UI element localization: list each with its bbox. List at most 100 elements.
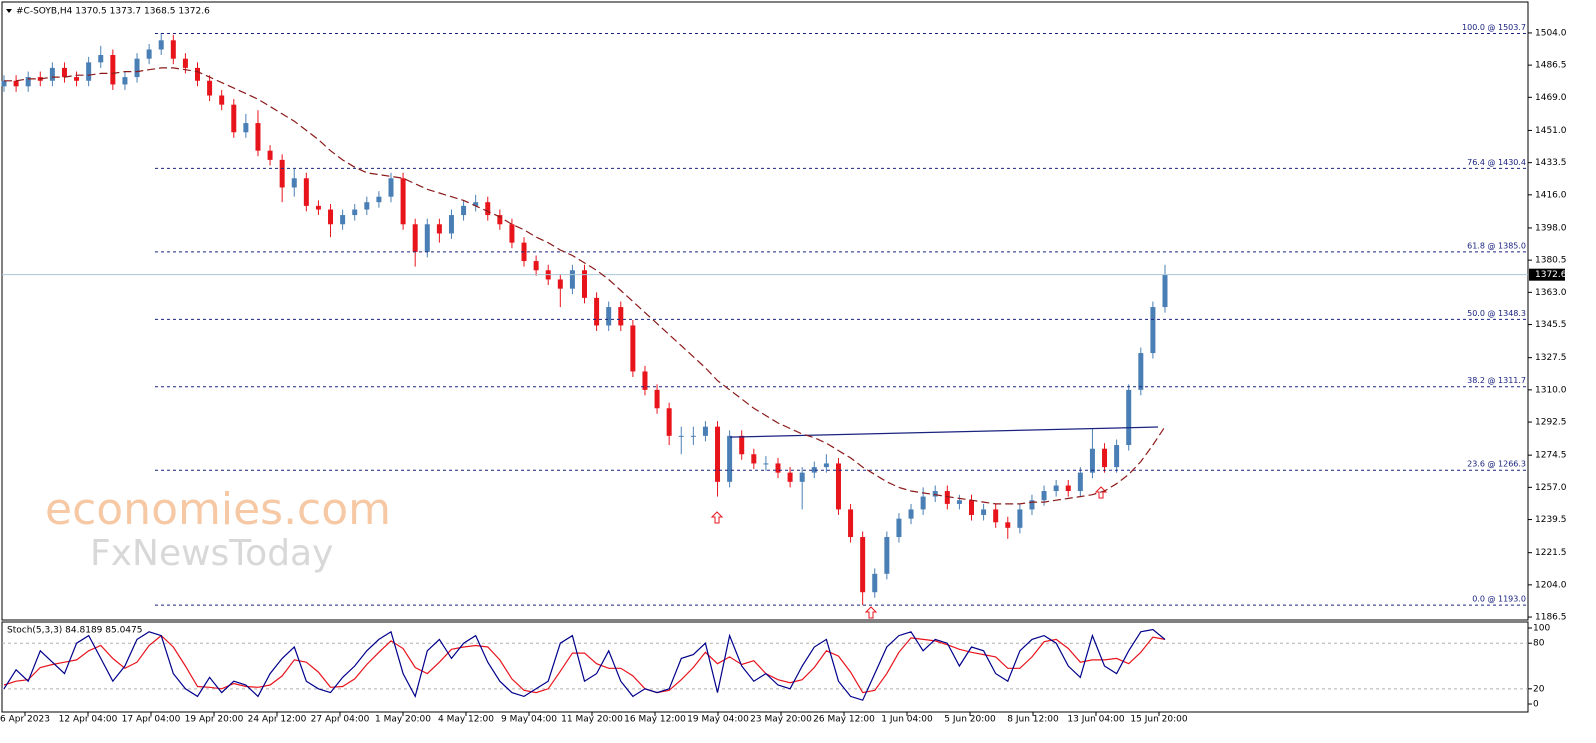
y-tick-label: 0 bbox=[1533, 700, 1539, 710]
candle-body bbox=[448, 215, 454, 234]
candle-body bbox=[908, 509, 914, 519]
watermark: economies.com bbox=[45, 484, 391, 535]
last-price-box bbox=[1529, 268, 1565, 281]
candle-body bbox=[1077, 472, 1083, 492]
candle-body bbox=[340, 215, 346, 225]
x-tick-label: 1 Jun 04:00 bbox=[881, 715, 933, 725]
candle-body bbox=[521, 242, 527, 262]
y-tick-label: 1504.0 bbox=[1535, 28, 1567, 38]
candle-body bbox=[1041, 491, 1047, 501]
candle-body bbox=[98, 55, 104, 63]
signal-arrow bbox=[710, 511, 724, 524]
candle-body bbox=[267, 150, 273, 160]
signal-arrow bbox=[864, 606, 878, 619]
candle-body bbox=[1, 80, 7, 87]
x-tick-label: 11 May 20:00 bbox=[561, 715, 623, 725]
y-tick-label: 1416.0 bbox=[1535, 190, 1567, 200]
candle-body bbox=[328, 209, 334, 225]
last-price-label: 1372.6 bbox=[1535, 270, 1567, 280]
candle-body bbox=[352, 209, 358, 216]
candle-body bbox=[823, 463, 829, 468]
candle-body bbox=[606, 307, 612, 326]
candle-body bbox=[956, 500, 962, 504]
y-tick-label: 1433.5 bbox=[1535, 158, 1567, 168]
fib-label: 100.0 @ 1503.7 bbox=[1462, 23, 1526, 32]
x-tick-label: 17 Apr 04:00 bbox=[122, 715, 181, 725]
candle-body bbox=[170, 40, 176, 59]
x-tick-label: 23 May 20:00 bbox=[750, 715, 812, 725]
y-tick-label: 1398.0 bbox=[1535, 223, 1567, 233]
candle-body bbox=[473, 202, 479, 206]
y-tick-label: 1469.0 bbox=[1535, 93, 1567, 103]
candle-body bbox=[702, 426, 708, 436]
stoch-panel-frame bbox=[1, 621, 1529, 713]
fib-label: 61.8 @ 1385.0 bbox=[1467, 241, 1526, 250]
candle-body bbox=[279, 159, 285, 188]
candle-body bbox=[134, 58, 140, 78]
candle-body bbox=[799, 472, 805, 482]
candle-body bbox=[1065, 485, 1071, 492]
stoch-line bbox=[3, 634, 1166, 694]
candle-body bbox=[25, 77, 31, 87]
candle-body bbox=[231, 104, 237, 133]
candle-body bbox=[364, 202, 370, 210]
candle-body bbox=[1162, 274, 1168, 308]
candle-body bbox=[376, 196, 382, 203]
fib-label: 38.2 @ 1311.7 bbox=[1467, 376, 1526, 385]
candle-body bbox=[291, 178, 297, 188]
candle-body bbox=[49, 67, 55, 81]
candle-body bbox=[727, 435, 733, 482]
candle-body bbox=[993, 509, 999, 523]
candle-body bbox=[715, 426, 721, 482]
x-tick-label: 19 May 04:00 bbox=[687, 715, 749, 725]
candle-body bbox=[896, 518, 902, 538]
y-tick-label: 1486.5 bbox=[1535, 61, 1567, 71]
candle-body bbox=[582, 270, 587, 298]
candle-body bbox=[424, 224, 430, 252]
y-tick-label: 1310.0 bbox=[1535, 385, 1567, 395]
candle-body bbox=[1089, 448, 1095, 473]
candle-body bbox=[751, 454, 757, 464]
candle-body bbox=[207, 80, 213, 96]
candle-body bbox=[872, 573, 878, 593]
candle-body bbox=[436, 224, 442, 234]
candle-body bbox=[1126, 389, 1132, 446]
y-tick-label: 1451.0 bbox=[1535, 126, 1567, 136]
x-tick-label: 26 May 12:00 bbox=[813, 715, 875, 725]
candle-body bbox=[884, 537, 890, 574]
x-tick-label: 27 Apr 04:00 bbox=[311, 715, 370, 725]
y-tick-label: 1274.5 bbox=[1535, 451, 1567, 461]
candle-body bbox=[920, 496, 926, 510]
candle-body bbox=[315, 205, 321, 210]
fib-label: 23.6 @ 1266.3 bbox=[1467, 460, 1526, 469]
candle-body bbox=[1017, 509, 1023, 528]
moving-average bbox=[4, 67, 1166, 505]
candle-body bbox=[1005, 522, 1011, 528]
y-tick-label: 1186.5 bbox=[1535, 613, 1567, 623]
candle-body bbox=[400, 178, 406, 225]
candle-body bbox=[860, 537, 866, 593]
y-tick-label: 1239.5 bbox=[1535, 515, 1567, 525]
candle-body bbox=[594, 297, 600, 326]
candle-body bbox=[763, 463, 769, 465]
candle-body bbox=[787, 472, 793, 482]
watermark: FxNewsToday bbox=[90, 533, 333, 574]
candle-body bbox=[13, 80, 19, 87]
candle-body bbox=[654, 389, 660, 409]
candle-body bbox=[303, 178, 309, 206]
candle-body bbox=[739, 435, 745, 455]
candle-body bbox=[1053, 485, 1059, 492]
candle-body bbox=[690, 435, 696, 437]
marks bbox=[1, 32, 1168, 606]
y-tick-label: 1363.0 bbox=[1535, 288, 1567, 298]
x-tick-label: 4 May 12:00 bbox=[438, 715, 494, 725]
y-tick-label: 80 bbox=[1533, 639, 1545, 649]
candle-body bbox=[811, 467, 817, 473]
y-tick-label: 1204.0 bbox=[1535, 580, 1567, 590]
candle-body bbox=[219, 95, 225, 105]
trendline bbox=[729, 426, 1159, 438]
candle-body bbox=[74, 77, 80, 81]
candle-body bbox=[243, 123, 249, 133]
candle-body bbox=[195, 67, 200, 81]
